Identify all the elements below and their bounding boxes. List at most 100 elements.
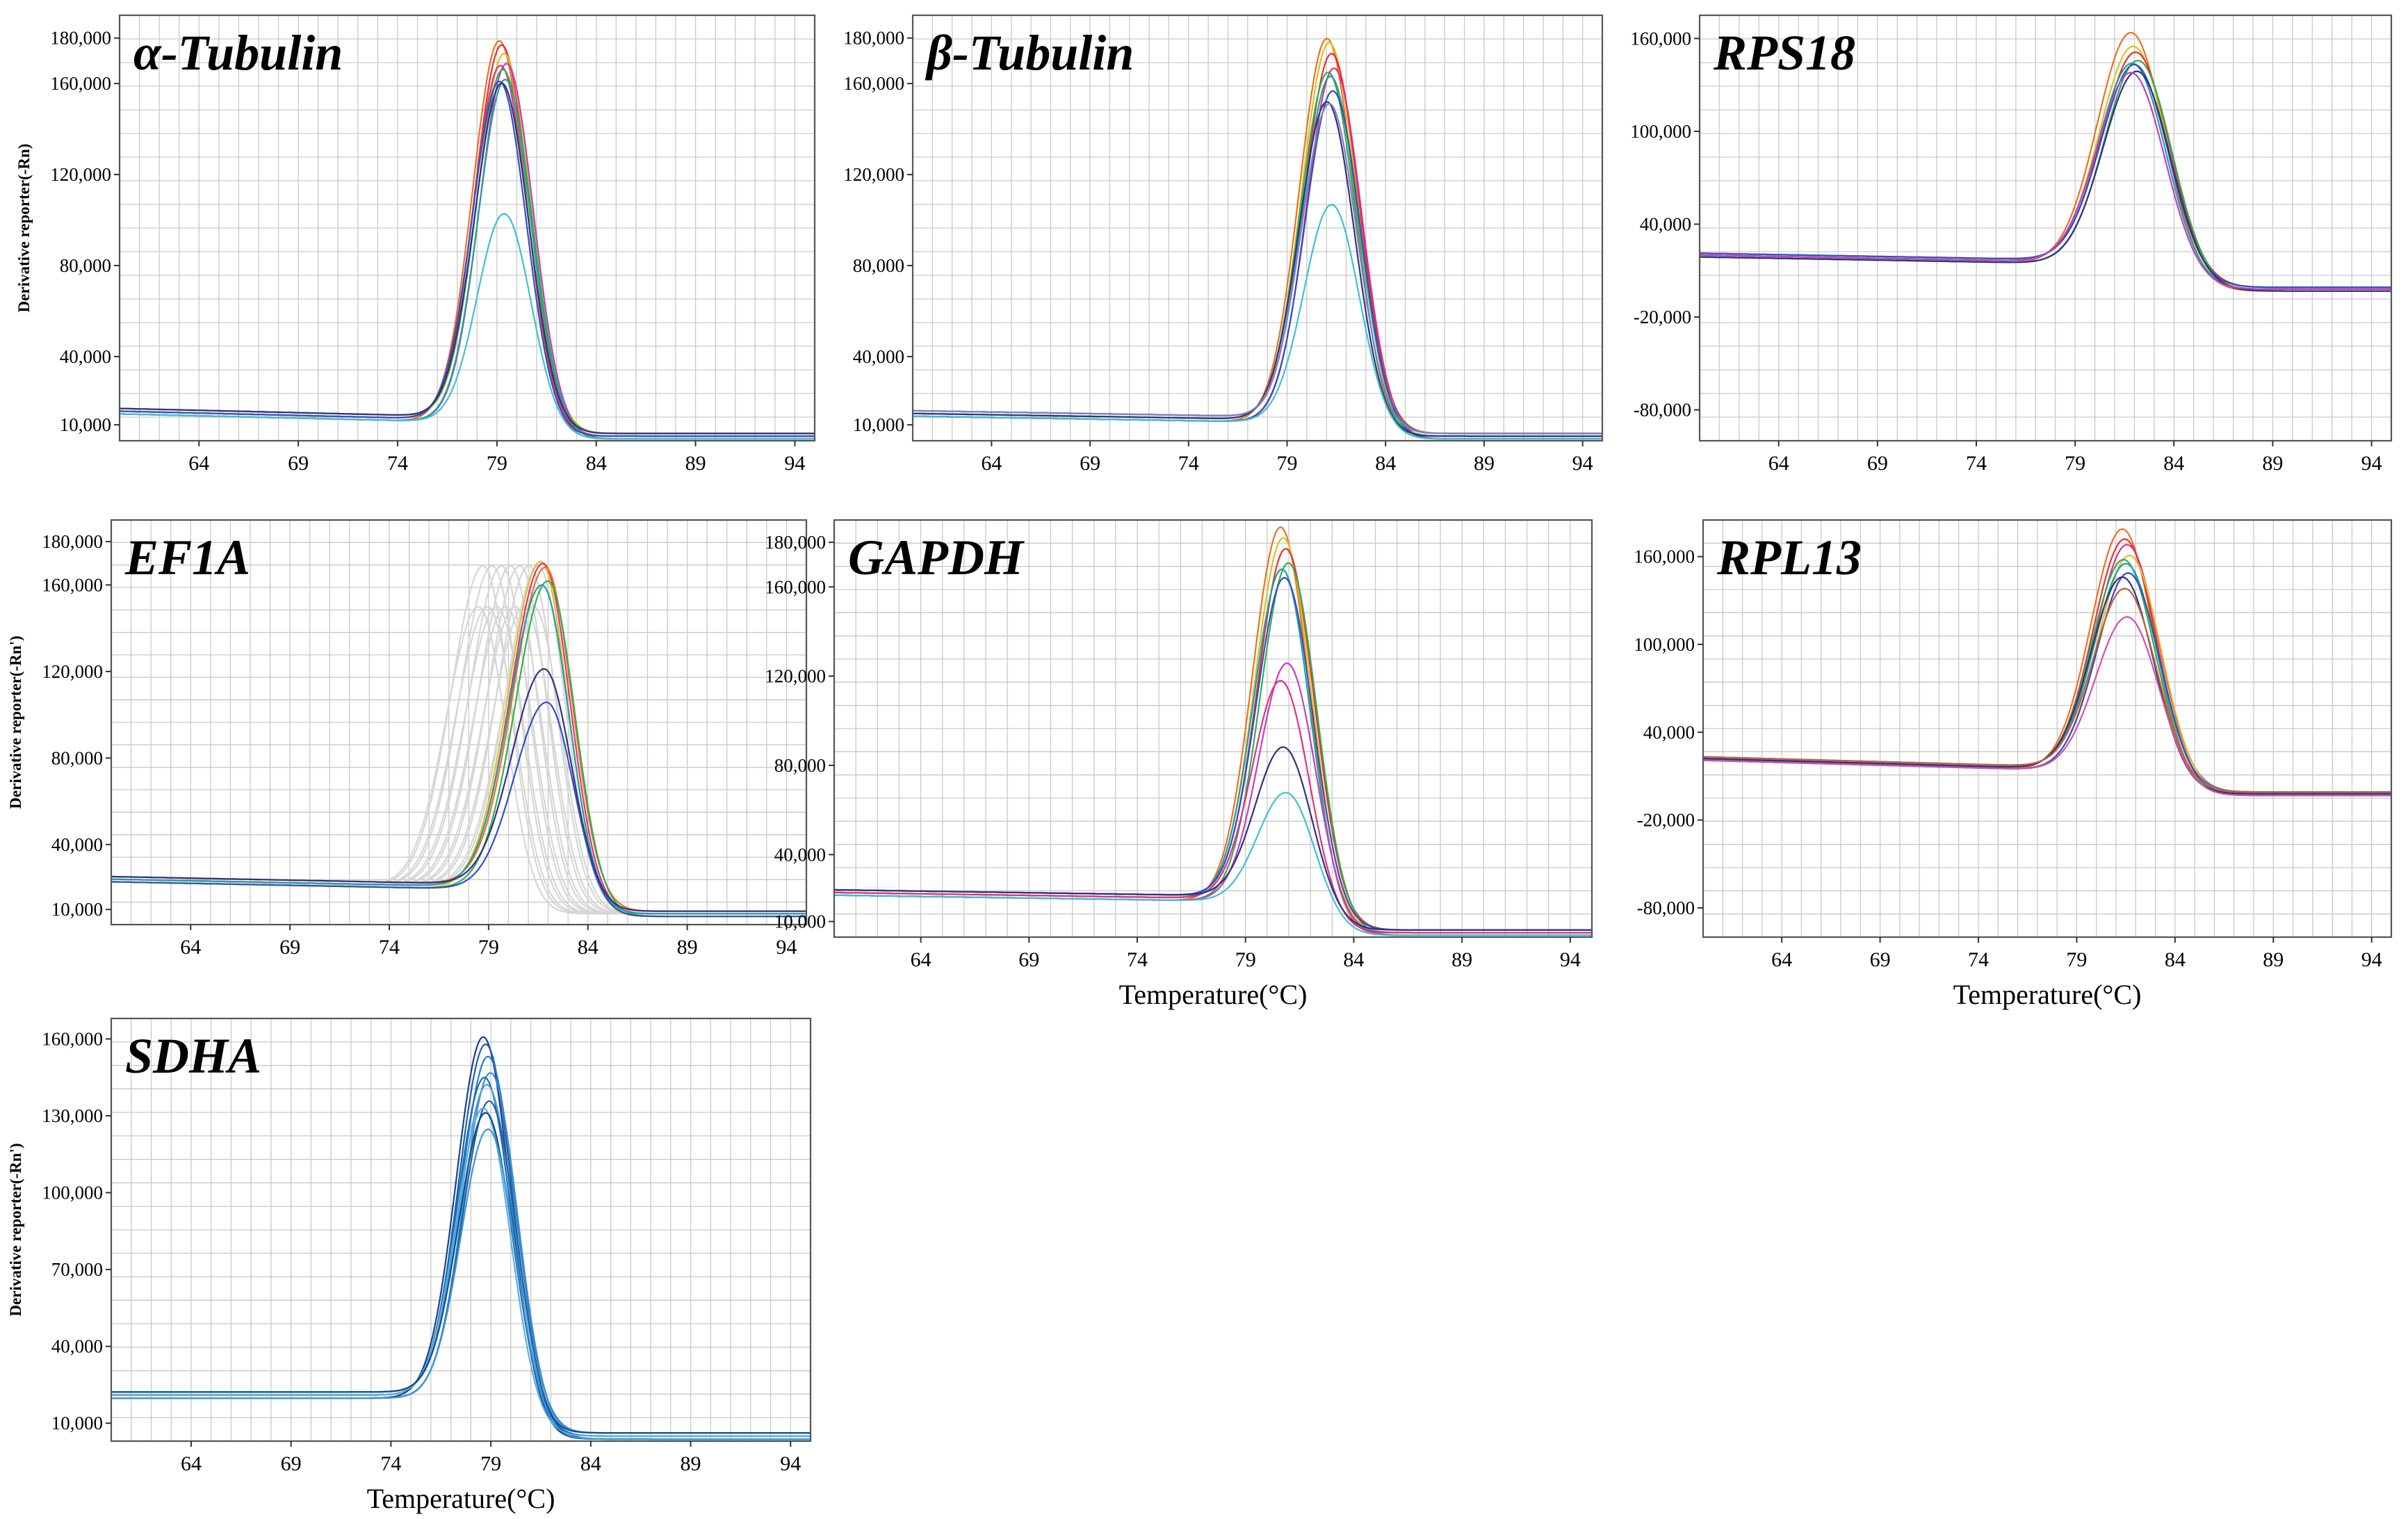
y-tick-label: 40,000 xyxy=(51,1336,103,1357)
series-line-sample-8 xyxy=(111,1107,811,1437)
x-tick-label: 89 xyxy=(2262,452,2283,475)
y-tick-label: 70,000 xyxy=(51,1259,103,1280)
y-tick-label: 120,000 xyxy=(42,661,103,682)
y-tick-label: 180,000 xyxy=(50,28,111,49)
series-line-sample-9 xyxy=(119,82,815,434)
x-tick-label: 94 xyxy=(2361,452,2382,475)
y-tick-label: 40,000 xyxy=(60,346,111,367)
plot-frame xyxy=(911,14,1604,442)
plot-frame xyxy=(1702,519,2393,939)
x-tick-label: 84 xyxy=(586,452,607,475)
x-tick-label: 74 xyxy=(1968,948,1989,971)
series-line-sample-10 xyxy=(834,792,1592,936)
x-tick-label: 84 xyxy=(580,1452,601,1475)
y-tick-label: 160,000 xyxy=(1634,546,1695,567)
plot-frame xyxy=(1698,14,2393,442)
x-tick-label: 69 xyxy=(281,1452,302,1475)
y-axis-label: Derivative reporter(-Rn') xyxy=(7,635,24,809)
x-tick-label: 94 xyxy=(1572,452,1593,475)
plot-frame xyxy=(110,1017,812,1443)
y-tick-label: 180,000 xyxy=(843,28,904,49)
x-tick-label: 64 xyxy=(1768,452,1789,475)
chart-panel-1: 10,000 40,000 80,000 120,000 160,000 180,000 6… xyxy=(15,14,816,475)
series-line-sample-10 xyxy=(1702,616,2391,797)
y-axis-label: Derivative reporter(-Rn') xyxy=(7,1143,24,1316)
x-tick-label: 94 xyxy=(2361,948,2382,971)
y-tick-label: -80,000 xyxy=(1634,399,1691,420)
series-line-sample-8 xyxy=(1699,72,2391,290)
series-line-sample-7 xyxy=(111,701,806,918)
y-tick-label: 10,000 xyxy=(51,899,103,920)
x-tick-label: 89 xyxy=(677,936,698,959)
x-axis-label: Temperature(°C) xyxy=(367,1483,555,1514)
series-line-sample-10 xyxy=(111,1128,811,1440)
y-tick-label: 10,000 xyxy=(853,414,904,435)
y-tick-label: 80,000 xyxy=(774,755,826,776)
x-tick-label: 84 xyxy=(1375,452,1396,475)
gridlines xyxy=(1699,15,2392,441)
x-tick-label: 74 xyxy=(387,452,408,475)
x-tick-label: 84 xyxy=(578,936,599,959)
y-tick-label: 100,000 xyxy=(42,1183,103,1203)
y-tick-label: -80,000 xyxy=(1637,897,1695,918)
y-tick-label: 40,000 xyxy=(853,346,904,367)
x-tick-label: 69 xyxy=(288,452,309,475)
y-tick-label: 80,000 xyxy=(853,255,904,276)
y-tick-label: 160,000 xyxy=(843,73,904,94)
x-tick-label: 74 xyxy=(379,936,400,959)
x-tick-label: 79 xyxy=(487,452,507,475)
y-tick-label: 180,000 xyxy=(765,532,826,553)
y-axis-label: Derivative reporter(-Rn) xyxy=(15,144,33,313)
chart-panel-3: -80,000 -20,000 40,000 100,000 160,000 64 69 74… xyxy=(1630,14,2393,475)
panel-title: RPL13 xyxy=(1716,530,1862,585)
series-line-sample-8 xyxy=(833,680,1592,934)
x-axis-label: Temperature(°C) xyxy=(1953,979,2142,1010)
x-tick-label: 69 xyxy=(1867,452,1888,475)
x-tick-label: 64 xyxy=(180,936,201,959)
chart-panel-4: 10,000 40,000 80,000 120,000 160,000 180,000 6… xyxy=(7,519,808,959)
plot-frame xyxy=(110,519,808,926)
y-tick-label: 120,000 xyxy=(765,666,826,687)
x-tick-label: 94 xyxy=(1560,948,1581,971)
x-tick-label: 79 xyxy=(480,1452,501,1475)
x-tick-label: 94 xyxy=(780,1452,801,1475)
y-tick-label: 40,000 xyxy=(1640,213,1691,234)
chart-panel-6: -80,000 -20,000 40,000 100,000 160,000 64 69 74… xyxy=(1634,519,2393,1010)
y-tick-label: 10,000 xyxy=(51,1413,103,1433)
y-tick-label: 120,000 xyxy=(843,164,904,185)
gridlines xyxy=(1702,520,2392,937)
x-tick-label: 79 xyxy=(1277,452,1298,475)
y-tick-label: 160,000 xyxy=(1630,28,1691,49)
x-tick-label: 64 xyxy=(981,452,1002,475)
y-tick-label: 160,000 xyxy=(765,576,826,597)
x-tick-label: 74 xyxy=(1127,948,1148,971)
x-tick-label: 94 xyxy=(784,452,805,475)
x-tick-label: 79 xyxy=(2066,948,2087,971)
x-tick-label: 74 xyxy=(1966,452,1987,475)
y-tick-label: 40,000 xyxy=(1643,722,1695,742)
x-tick-label: 89 xyxy=(1451,948,1472,971)
x-tick-label: 79 xyxy=(2065,452,2085,475)
series-line-sample-9 xyxy=(834,746,1592,931)
y-tick-label: 10,000 xyxy=(774,911,826,932)
x-tick-label: 89 xyxy=(685,452,706,475)
x-tick-label: 84 xyxy=(2163,452,2184,475)
x-tick-label: 79 xyxy=(478,936,499,959)
series-line-sample-10 xyxy=(913,204,1602,440)
x-tick-label: 74 xyxy=(1178,452,1199,475)
y-tick-label: 40,000 xyxy=(774,844,826,865)
chart-panel-5: 10,000 40,000 80,000 120,000 160,000 180,000 6… xyxy=(765,519,1593,1010)
y-tick-label: 160,000 xyxy=(50,73,111,94)
x-tick-label: 64 xyxy=(911,948,932,971)
x-tick-label: 84 xyxy=(1343,948,1364,971)
y-tick-label: -20,000 xyxy=(1634,307,1691,327)
series-line-sample-10 xyxy=(120,213,815,440)
gridlines xyxy=(111,520,807,925)
chart-panel-2: 10,000 40,000 80,000 120,000 160,000 180,000 6… xyxy=(843,14,1604,475)
panel-title: RPS18 xyxy=(1713,25,1855,81)
x-tick-label: 89 xyxy=(681,1452,701,1475)
x-tick-label: 69 xyxy=(1018,948,1039,971)
y-tick-label: 130,000 xyxy=(42,1105,103,1126)
panel-title: EF1A xyxy=(124,530,250,585)
